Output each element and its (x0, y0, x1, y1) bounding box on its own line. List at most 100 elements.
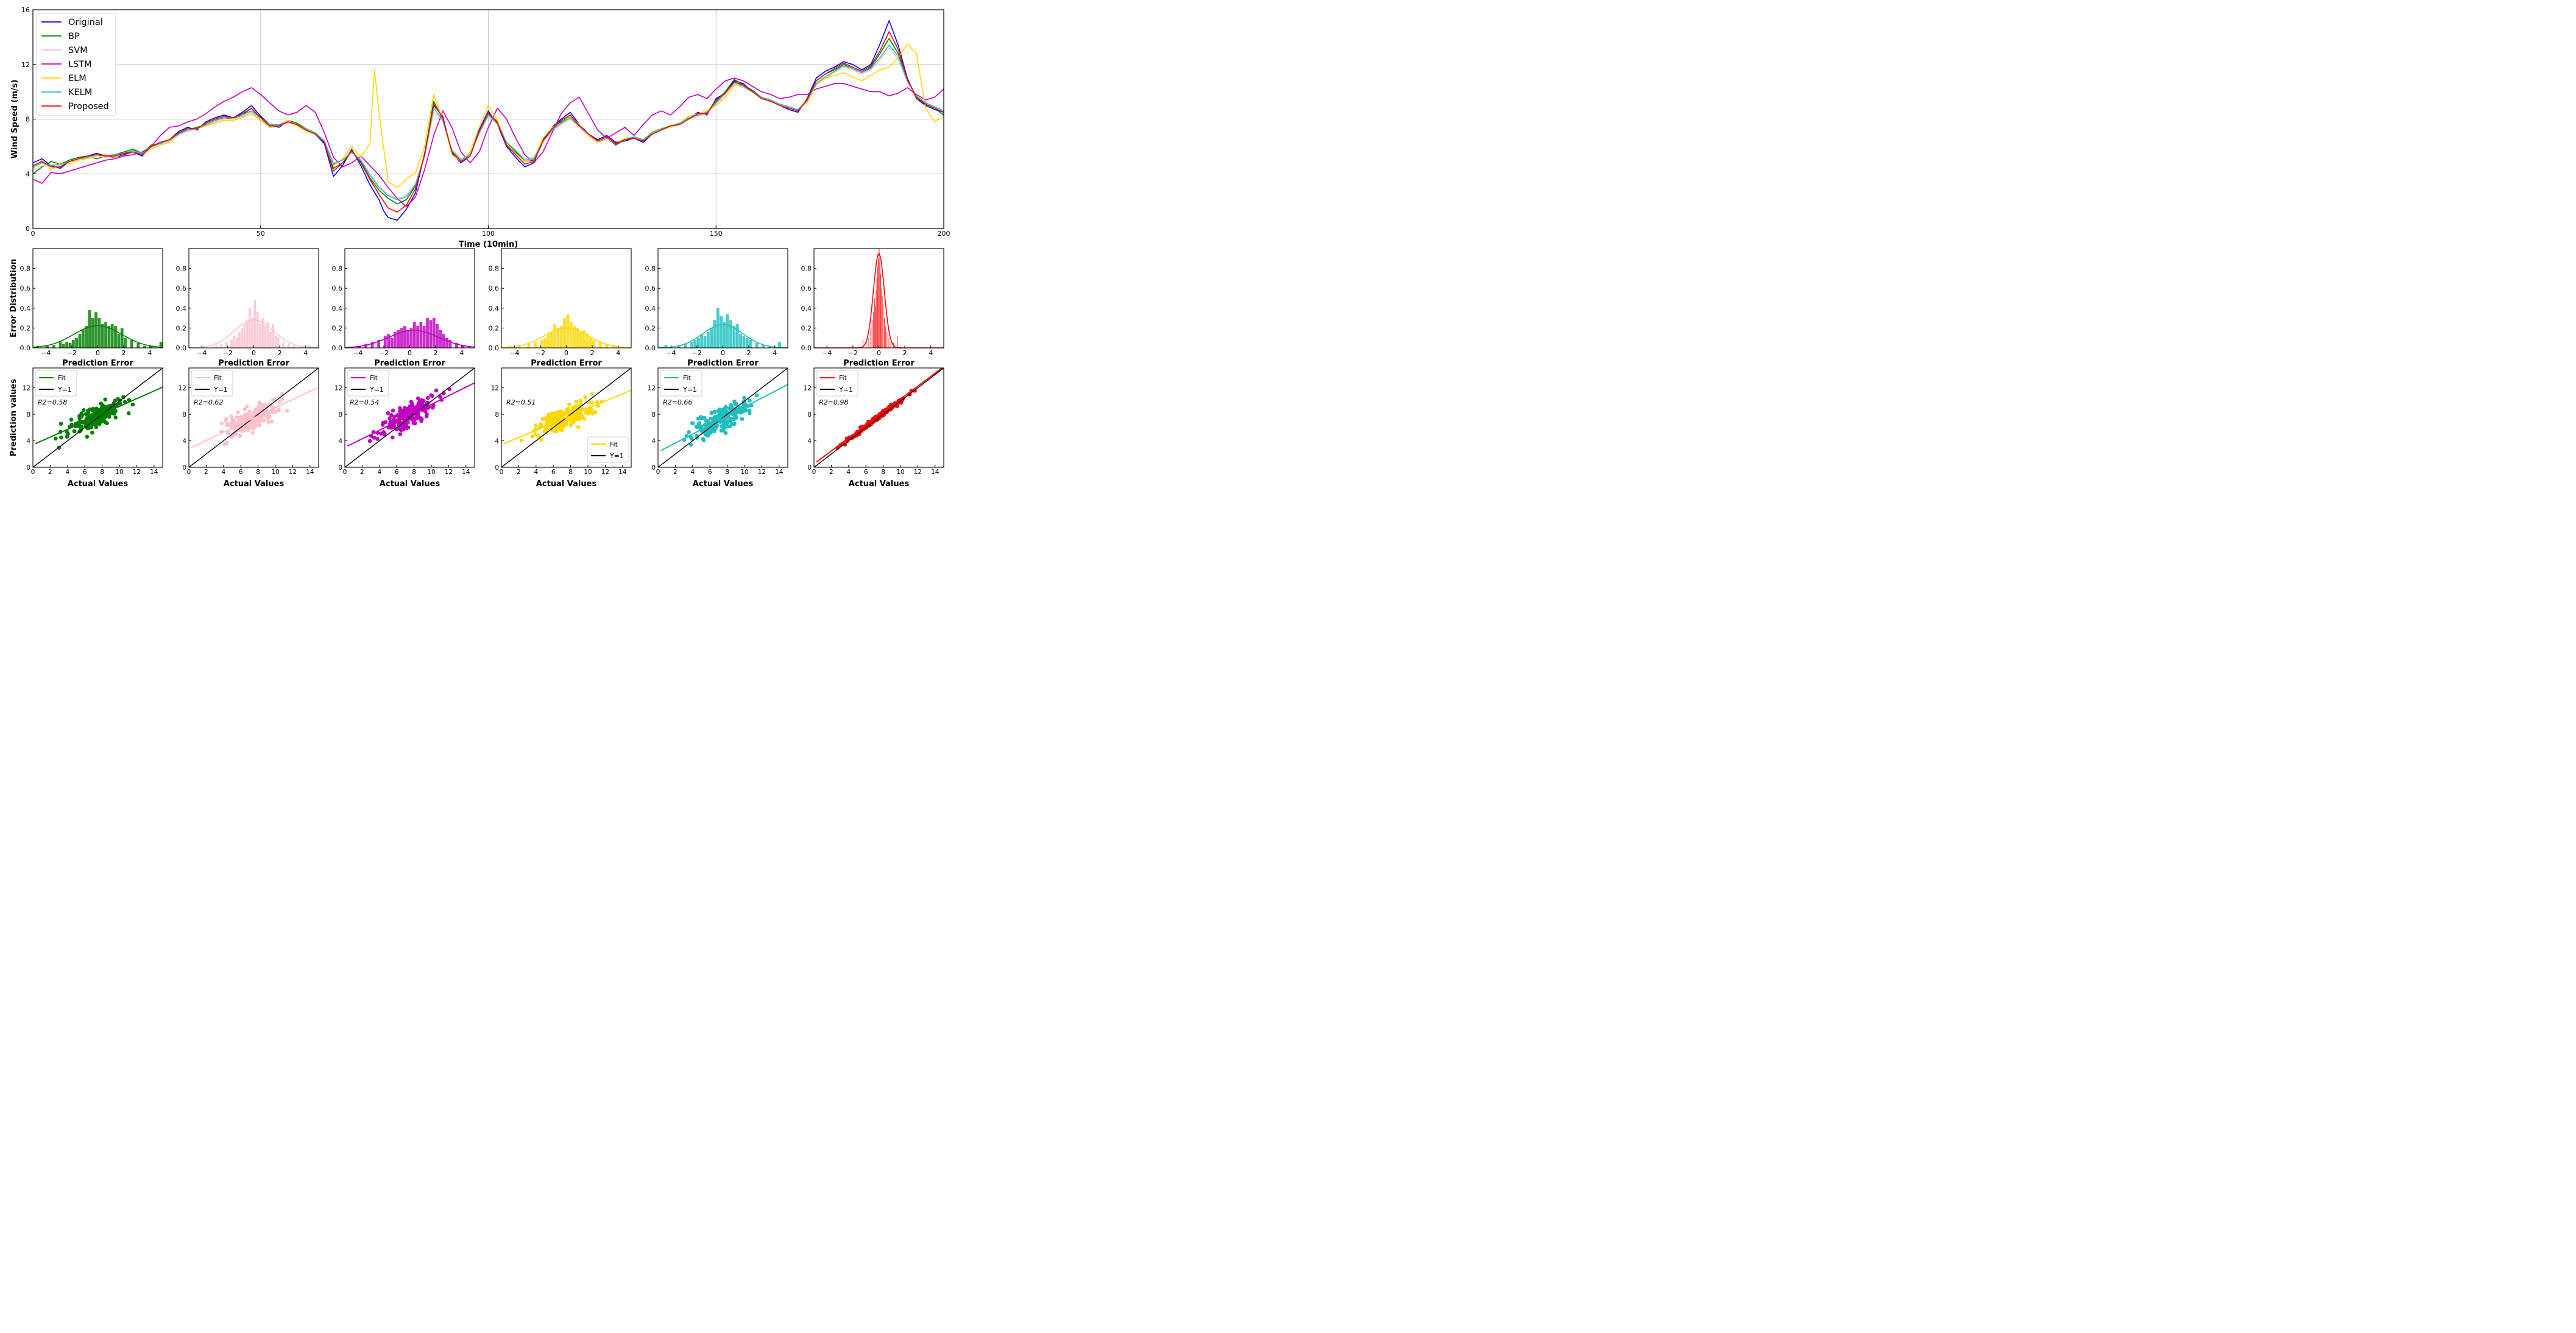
histogram-bar (358, 345, 361, 348)
scatter-point (567, 402, 571, 407)
histogram-bar (598, 342, 602, 348)
y-tick-label: 0.4 (20, 305, 31, 313)
histogram-bar (364, 344, 367, 348)
plot-frame (501, 367, 632, 468)
scatter-point (257, 417, 261, 422)
histogram-bar (136, 342, 140, 348)
x-tick-label: 0 (31, 468, 35, 476)
histogram-bar (241, 328, 243, 348)
scatter-point (709, 416, 713, 421)
y-tick-label: 0.8 (332, 265, 343, 273)
histogram-bar (442, 334, 445, 348)
scatter-point (438, 395, 442, 399)
y-tick-label: 0.6 (20, 285, 31, 292)
x-tick-label: 2 (122, 349, 126, 357)
series-line-proposed (32, 31, 944, 213)
scatter-point (380, 422, 385, 427)
histogram-bar (436, 324, 439, 348)
histogram-bar (517, 345, 521, 348)
histogram-bar (888, 338, 890, 348)
histogram-bar (71, 339, 75, 348)
scatter-point (91, 406, 96, 411)
histogram-bar (88, 310, 91, 348)
x-tick-label: 8 (568, 468, 573, 476)
x-tick-label: 4 (221, 468, 225, 476)
scatter-point (537, 434, 541, 439)
scatter-point (543, 416, 548, 420)
histogram-bar (762, 345, 765, 348)
scatter-point (103, 397, 107, 402)
x-axis-label: Prediction Error (687, 359, 759, 368)
histogram-bar (266, 322, 269, 348)
histogram-bar (726, 314, 729, 348)
fit-line (347, 382, 475, 447)
x-axis-label: Prediction Error (374, 359, 445, 368)
x-tick-label: 8 (725, 468, 729, 476)
r2-annotation: R2=0.51 (506, 398, 536, 406)
x-tick-label: 4 (303, 349, 308, 357)
x-tick-label: −4 (197, 349, 207, 357)
histogram-bar (432, 318, 436, 348)
scatter-point (126, 411, 131, 415)
histogram-bar (448, 339, 452, 348)
plot-area (501, 368, 631, 467)
scatter-point (285, 409, 289, 413)
histogram-bar (406, 330, 409, 348)
legend-label-fit: Fit (839, 374, 847, 382)
histogram-bar (272, 324, 275, 348)
x-axis-label: Prediction Error (843, 359, 915, 368)
scatter-point (130, 402, 135, 407)
y-tick-label: 4 (182, 438, 186, 445)
histogram-bar (566, 314, 570, 348)
scatter-point (253, 421, 258, 426)
x-tick-label: 200 (938, 230, 950, 238)
scatter-point (723, 431, 728, 435)
x-axis-label: Actual Values (68, 479, 129, 489)
histogram-bar (710, 328, 713, 348)
scatter-point (726, 411, 730, 415)
scatter-point (574, 399, 579, 404)
legend-label: SVM (68, 46, 88, 55)
y-tick-label: 4 (807, 438, 812, 445)
scatter-point (416, 396, 420, 401)
scatter-point (101, 403, 105, 408)
x-tick-label: −2 (379, 349, 389, 357)
histogram-bar (439, 330, 442, 348)
histogram-bar (768, 345, 771, 348)
identity-line (814, 368, 944, 467)
histogram-bar (114, 326, 117, 348)
scatter-kelm: 0 2 4 6 8 10 12 14 0 4 8 12 Fit Y=1 R2=0.66 Actual Valu… (648, 367, 788, 489)
y-tick-label: 0 (495, 464, 499, 472)
scatter-point (99, 409, 104, 414)
histogram-bar (703, 336, 707, 348)
scatter-point (400, 412, 405, 417)
scatter-point (398, 432, 403, 436)
histogram-bar (553, 324, 557, 348)
x-tick-label: 0 (877, 349, 881, 357)
scatter-point (236, 410, 240, 414)
histogram-bar (94, 312, 97, 348)
scatter-point (550, 428, 554, 432)
scatter-svm: 0 2 4 6 8 10 12 14 0 4 8 12 Fit Y=1 R2=0.62 Actual Valu… (179, 367, 319, 489)
y-tick-label: 4 (651, 438, 656, 445)
y-tick-label: 8 (182, 411, 186, 419)
histogram-bar (130, 339, 133, 348)
scatter-point (748, 398, 752, 403)
legend-label-fit: Fit (214, 374, 222, 382)
scatter-point (576, 417, 580, 422)
scatter-point (389, 413, 394, 417)
histogram-bar (159, 342, 163, 348)
scatter-point (271, 398, 275, 402)
scatter-point (570, 406, 575, 410)
x-axis-label: Time (10min) (459, 240, 518, 249)
histogram-bar (251, 318, 253, 348)
y-tick-label: 0.2 (489, 324, 500, 332)
scatter-point (425, 400, 430, 405)
plot-area (658, 368, 788, 467)
scatter-point (409, 410, 414, 414)
histogram-lstm: −4 −2 0 2 4 0.0 0.2 0.4 0.6 0.8 Prediction Error (332, 248, 475, 368)
scatter-point (416, 415, 420, 420)
y-tick-label: 0.4 (489, 305, 500, 313)
histogram-bar (253, 300, 257, 348)
histogram-bar (409, 328, 413, 348)
